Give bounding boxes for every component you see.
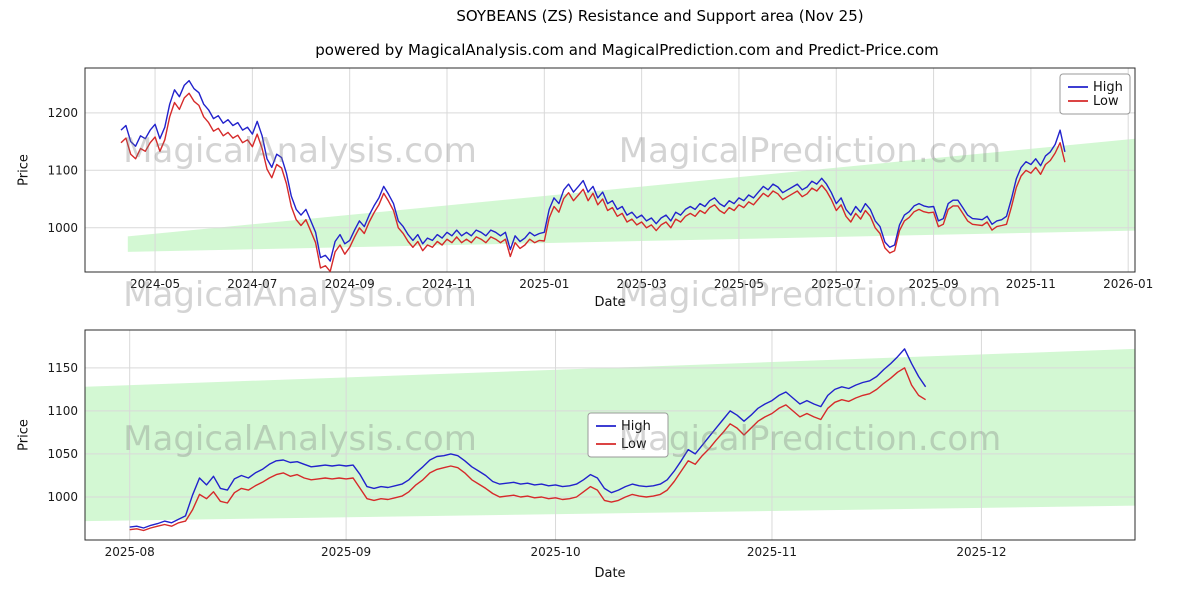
svg-text:2025-10: 2025-10 [530,545,580,559]
low-legend-label: Low [621,437,647,452]
low-legend-label: Low [1093,94,1119,109]
high-legend-label: High [621,419,651,434]
high-series-line [129,348,927,529]
watermark-analysis: MagicalAnalysis.com [123,419,477,459]
svg-text:2025-11: 2025-11 [1006,277,1056,291]
svg-text:1100: 1100 [47,163,78,177]
bottom-chart: 2025-08 2025-09 2025-10 2025-11 2025-1210001… [47,329,1136,559]
svg-text:1200: 1200 [47,106,78,120]
top-chart: 2024-05 2024-07 2024-09 2024-11 2025-01 2025-… [47,67,1153,291]
svg-text:2025-11: 2025-11 [747,545,797,559]
svg-text:2026-01: 2026-01 [1103,277,1153,291]
svg-text:2025-09: 2025-09 [321,545,371,559]
watermark-analysis: MagicalAnalysis.com [123,131,477,171]
x-axis-label-bottom: Date [594,566,626,581]
high-series-line [120,79,1066,262]
plot-border [84,67,1136,273]
watermark-prediction: MagicalPrediction.com [618,131,1002,171]
svg-text:2025-07: 2025-07 [811,277,861,291]
watermark-prediction: MagicalPrediction.com [618,275,1002,315]
watermark-prediction: MagicalPrediction.com [618,419,1002,459]
svg-text:1050: 1050 [47,447,78,461]
chart-subtitle: powered by MagicalAnalysis.com and Magic… [315,41,939,59]
svg-text:2025-03: 2025-03 [617,277,667,291]
svg-text:2025-01: 2025-01 [519,277,569,291]
svg-text:1000: 1000 [47,490,78,504]
x-tick-labels: 2025-08 2025-09 2025-10 2025-11 2025-12 [105,545,1007,559]
low-series-line [129,367,926,532]
svg-text:1100: 1100 [47,404,78,418]
y-axis-label-top: Price [16,154,32,186]
watermark-analysis: MagicalAnalysis.com [123,275,477,315]
y-axis-label-bottom: Price [16,419,32,451]
svg-text:2024-09: 2024-09 [325,277,375,291]
svg-text:2024-07: 2024-07 [227,277,277,291]
svg-text:1000: 1000 [47,221,78,235]
chart-title: SOYBEANS (ZS) Resistance and Support are… [456,7,864,25]
svg-text:2025-05: 2025-05 [714,277,764,291]
svg-text:2024-05: 2024-05 [130,277,180,291]
support-resistance-band [127,138,1136,252]
x-tick-labels: 2024-05 2024-07 2024-09 2024-11 2025-01 2025-… [130,277,1153,291]
plot-border [84,329,1136,541]
legend-box [587,412,669,458]
svg-text:2025-09: 2025-09 [908,277,958,291]
gridlines [85,68,1135,272]
low-series-line [120,92,1066,273]
legend-box [1059,73,1131,115]
gridlines [85,330,1135,540]
high-legend-label: High [1093,80,1123,95]
svg-text:2025-08: 2025-08 [105,545,155,559]
legend: High Low [587,412,669,458]
svg-text:1150: 1150 [47,361,78,375]
x-axis-label-top: Date [594,295,626,310]
svg-text:2024-11: 2024-11 [422,277,472,291]
svg-text:2025-12: 2025-12 [956,545,1006,559]
y-tick-labels: 1000 1100 1200 [47,106,78,235]
y-tick-labels: 1000 1050 1100 1150 [47,361,78,504]
